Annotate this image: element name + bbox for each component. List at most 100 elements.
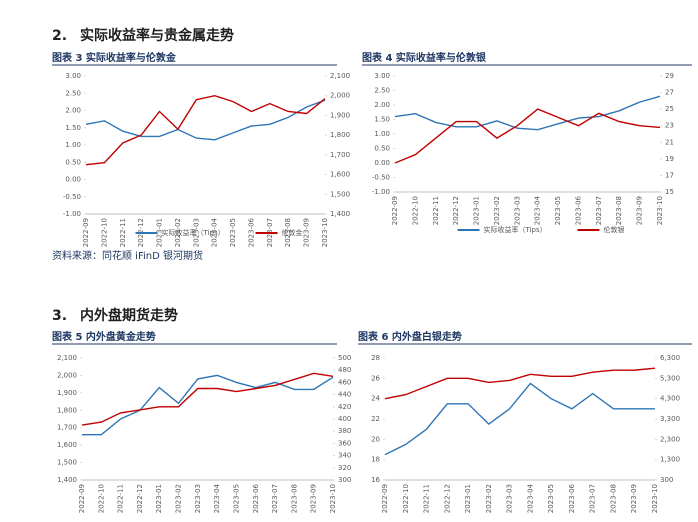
y-tick-label: 360: [338, 439, 351, 447]
x-tick-label: 2022-11: [119, 218, 127, 247]
x-tick-label: 2023-02: [174, 218, 182, 247]
legend-label: 实际收益率（Tips）: [484, 225, 547, 234]
y-tick-label: 2.00: [374, 101, 390, 109]
x-tick-label: 2023-08: [284, 218, 292, 247]
y-tick-label: 2,100: [57, 354, 77, 362]
y-tick-label: 15: [665, 188, 674, 196]
y-tick-label: 0.00: [374, 159, 390, 167]
y-tick-label: 21: [665, 138, 674, 146]
x-tick-label: 2023-02: [485, 484, 493, 513]
series-line: [85, 99, 326, 141]
x-tick-label: 2023-03: [194, 484, 202, 513]
y-tick-label: 25: [665, 105, 674, 113]
section-title: 实际收益率与贵金属走势: [80, 27, 234, 44]
x-tick-label: 2023-08: [615, 196, 623, 225]
y-tick-label: 17: [665, 171, 674, 179]
y-tick-label: 2,300: [660, 435, 680, 443]
x-tick-label: 2022-12: [452, 196, 460, 225]
y-tick-label: 0.00: [65, 176, 81, 184]
x-tick-label: 2023-04: [534, 195, 542, 225]
source: 资料来源：同花顺 iFinD 银河期货: [52, 249, 203, 262]
x-tick-label: 2023-06: [252, 483, 260, 513]
x-tick-label: 2022-11: [117, 484, 125, 513]
series-line: [81, 372, 334, 426]
y-tick-label: 2.50: [374, 87, 390, 95]
y-tick-label: 1,500: [330, 190, 350, 198]
y-tick-label: 6,300: [660, 354, 680, 362]
y-tick-label: 16: [371, 476, 380, 484]
x-tick-label: 2023-06: [574, 195, 582, 225]
y-tick-label: 19: [665, 155, 674, 163]
y-tick-label: 1,700: [330, 151, 350, 159]
series-line: [384, 367, 656, 400]
x-tick-label: 2023-04: [211, 217, 219, 247]
y-tick-label: 3,300: [660, 415, 680, 423]
x-tick-label: 2023-03: [192, 218, 200, 247]
series-line: [82, 374, 334, 436]
y-tick-label: 26: [371, 374, 380, 382]
chart-title: 图表 6 内外盘白银走势: [358, 330, 462, 343]
y-tick-label: 500: [338, 354, 351, 362]
y-tick-label: 1,700: [57, 424, 77, 432]
y-tick-label: -1.00: [63, 210, 81, 218]
x-tick-label: 2023-03: [506, 484, 514, 513]
x-tick-label: 2023-05: [232, 484, 240, 513]
x-tick-label: 2022-12: [443, 484, 451, 513]
y-tick-label: 3.00: [374, 72, 390, 80]
x-tick-label: 2023-05: [229, 218, 237, 247]
x-tick-label: 2023-05: [554, 196, 562, 225]
y-tick-label: 380: [338, 427, 351, 435]
y-tick-label: 24: [371, 395, 380, 403]
y-tick-label: 4,300: [660, 395, 680, 403]
y-tick-label: 18: [371, 456, 380, 464]
x-tick-label: 2022-10: [411, 196, 419, 225]
x-tick-label: 2023-10: [321, 218, 329, 247]
y-tick-label: 1,600: [57, 441, 77, 449]
chart-title: 图表 3 实际收益率与伦敦金: [52, 51, 177, 64]
y-tick-label: 1.00: [65, 141, 81, 149]
y-tick-label: 20: [371, 435, 380, 443]
y-tick-label: -0.50: [372, 174, 390, 182]
x-tick-label: 2023-09: [303, 218, 311, 247]
y-tick-label: 420: [338, 403, 351, 411]
y-tick-label: 2,000: [57, 371, 77, 379]
y-tick-label: 1,600: [330, 171, 350, 179]
x-tick-label: 2023-01: [156, 218, 164, 247]
x-tick-label: 2022-11: [432, 196, 440, 225]
y-tick-label: 1,400: [330, 210, 350, 218]
x-tick-label: 2023-07: [271, 484, 279, 513]
x-tick-label: 2023-06: [247, 217, 255, 247]
y-tick-label: 29: [665, 72, 674, 80]
y-tick-label: 27: [665, 89, 674, 97]
y-tick-label: 1.50: [65, 124, 81, 132]
series-line: [394, 95, 661, 131]
y-tick-label: 5,300: [660, 374, 680, 382]
y-tick-label: 2.00: [65, 107, 81, 115]
y-tick-label: 1,500: [57, 459, 77, 467]
x-tick-label: 2022-09: [82, 218, 90, 247]
y-tick-label: 460: [338, 378, 351, 386]
x-tick-label: 2022-10: [100, 218, 108, 247]
x-tick-label: 2023-10: [656, 196, 664, 225]
y-tick-label: 28: [371, 354, 380, 362]
x-tick-label: 2023-03: [513, 196, 521, 225]
y-tick-label: 1,900: [57, 389, 77, 397]
x-tick-label: 2023-06: [568, 483, 576, 513]
x-tick-label: 2023-02: [493, 196, 501, 225]
x-tick-label: 2023-07: [589, 484, 597, 513]
y-tick-label: 2,000: [330, 92, 350, 100]
y-tick-label: -1.00: [372, 188, 390, 196]
x-tick-label: 2023-01: [464, 484, 472, 513]
y-tick-label: 1,400: [57, 476, 77, 484]
y-tick-label: 1.50: [374, 116, 390, 124]
x-tick-label: 2023-10: [651, 484, 659, 513]
chart-title: 图表 4 实际收益率与伦敦银: [362, 51, 487, 64]
x-tick-label: 2022-10: [402, 484, 410, 513]
x-tick-label: 2023-07: [595, 196, 603, 225]
y-tick-label: -0.50: [63, 193, 81, 201]
x-tick-label: 2023-02: [175, 484, 183, 513]
y-tick-label: 2.50: [65, 89, 81, 97]
y-tick-label: 300: [660, 476, 673, 484]
series-line: [384, 382, 655, 456]
